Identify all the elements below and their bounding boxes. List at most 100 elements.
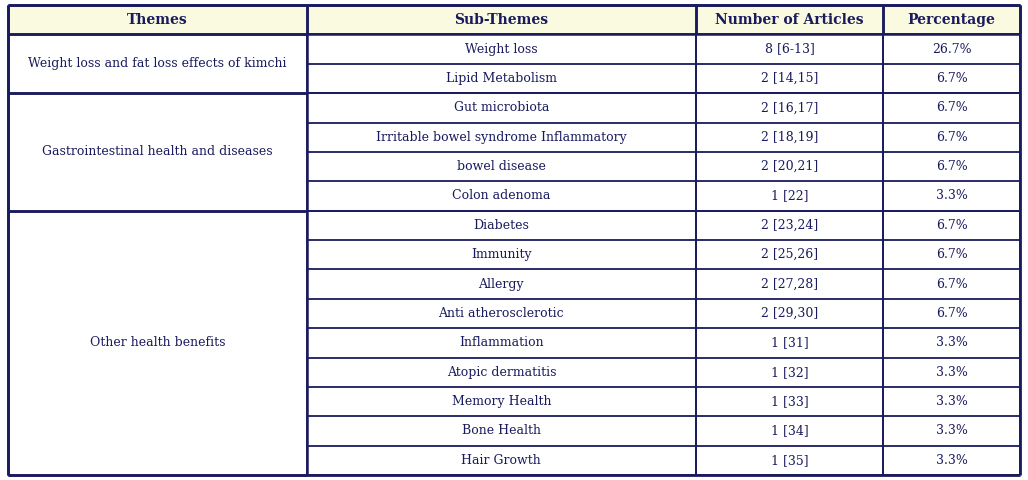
Text: 2 [23,24]: 2 [23,24] <box>761 219 818 232</box>
Bar <box>696 211 883 240</box>
Bar <box>306 122 696 152</box>
Text: Colon adenoma: Colon adenoma <box>452 190 551 203</box>
Bar <box>696 240 883 269</box>
Bar <box>883 299 1020 328</box>
Text: 1 [32]: 1 [32] <box>771 366 809 379</box>
Text: Atopic dermatitis: Atopic dermatitis <box>446 366 556 379</box>
Bar <box>306 387 696 416</box>
Text: 6.7%: 6.7% <box>935 277 967 290</box>
Bar <box>883 5 1020 35</box>
Text: Diabetes: Diabetes <box>474 219 529 232</box>
Text: Sub-Themes: Sub-Themes <box>454 12 548 27</box>
Text: Anti atherosclerotic: Anti atherosclerotic <box>439 307 564 320</box>
Text: Percentage: Percentage <box>908 12 996 27</box>
Bar <box>883 35 1020 64</box>
Text: 6.7%: 6.7% <box>935 160 967 173</box>
Bar <box>696 35 883 64</box>
Bar <box>8 211 306 475</box>
Text: bowel disease: bowel disease <box>456 160 546 173</box>
Bar <box>306 299 696 328</box>
Bar <box>8 35 306 93</box>
Bar <box>883 358 1020 387</box>
Bar <box>306 93 696 122</box>
Bar <box>696 5 883 35</box>
Text: 3.3%: 3.3% <box>935 395 967 408</box>
Text: 6.7%: 6.7% <box>935 72 967 85</box>
Bar <box>306 328 696 358</box>
Bar <box>696 152 883 181</box>
Text: Themes: Themes <box>126 12 188 27</box>
Bar <box>696 122 883 152</box>
Bar <box>883 93 1020 122</box>
Text: Bone Health: Bone Health <box>462 424 541 437</box>
Text: Other health benefits: Other health benefits <box>89 336 225 349</box>
Bar <box>306 211 696 240</box>
Bar <box>696 64 883 93</box>
Bar <box>883 328 1020 358</box>
Bar <box>306 5 696 35</box>
Text: 6.7%: 6.7% <box>935 219 967 232</box>
Bar <box>8 5 306 35</box>
Text: 1 [34]: 1 [34] <box>771 424 809 437</box>
Text: 3.3%: 3.3% <box>935 366 967 379</box>
Bar <box>696 181 883 211</box>
Bar <box>696 93 883 122</box>
Text: 6.7%: 6.7% <box>935 101 967 114</box>
Text: 2 [20,21]: 2 [20,21] <box>761 160 818 173</box>
Text: 2 [16,17]: 2 [16,17] <box>761 101 818 114</box>
Text: 2 [18,19]: 2 [18,19] <box>761 131 818 144</box>
Bar <box>696 328 883 358</box>
Bar <box>306 35 696 64</box>
Bar <box>883 211 1020 240</box>
Text: Weight loss: Weight loss <box>465 43 538 56</box>
Bar <box>696 445 883 475</box>
Text: 3.3%: 3.3% <box>935 190 967 203</box>
Text: 1 [35]: 1 [35] <box>771 454 809 467</box>
Text: 3.3%: 3.3% <box>935 336 967 349</box>
Text: Hair Growth: Hair Growth <box>462 454 541 467</box>
Bar <box>696 269 883 299</box>
Text: 1 [31]: 1 [31] <box>771 336 809 349</box>
Bar <box>306 269 696 299</box>
Text: 2 [25,26]: 2 [25,26] <box>761 248 818 261</box>
Text: 3.3%: 3.3% <box>935 454 967 467</box>
Text: Irritable bowel syndrome Inflammatory: Irritable bowel syndrome Inflammatory <box>376 131 627 144</box>
Text: Allergy: Allergy <box>479 277 524 290</box>
Text: 6.7%: 6.7% <box>935 131 967 144</box>
Bar <box>883 152 1020 181</box>
Bar <box>883 64 1020 93</box>
Bar <box>306 445 696 475</box>
Text: 2 [14,15]: 2 [14,15] <box>761 72 818 85</box>
Bar <box>883 269 1020 299</box>
Bar <box>696 299 883 328</box>
Text: Gut microbiota: Gut microbiota <box>453 101 549 114</box>
Text: Number of Articles: Number of Articles <box>715 12 865 27</box>
Text: 1 [33]: 1 [33] <box>771 395 809 408</box>
Bar <box>883 387 1020 416</box>
Bar <box>696 416 883 445</box>
Text: 6.7%: 6.7% <box>935 307 967 320</box>
Text: Inflammation: Inflammation <box>460 336 544 349</box>
Text: 26.7%: 26.7% <box>931 43 971 56</box>
Text: 3.3%: 3.3% <box>935 424 967 437</box>
Bar <box>696 387 883 416</box>
Bar <box>306 416 696 445</box>
Text: Immunity: Immunity <box>471 248 531 261</box>
Text: Weight loss and fat loss effects of kimchi: Weight loss and fat loss effects of kimc… <box>28 57 287 70</box>
Bar <box>8 93 306 211</box>
Text: 2 [27,28]: 2 [27,28] <box>761 277 818 290</box>
Bar <box>306 152 696 181</box>
Bar <box>883 416 1020 445</box>
Bar <box>306 358 696 387</box>
Text: 8 [6-13]: 8 [6-13] <box>765 43 815 56</box>
Bar <box>696 358 883 387</box>
Text: 6.7%: 6.7% <box>935 248 967 261</box>
Text: Gastrointestinal health and diseases: Gastrointestinal health and diseases <box>42 145 272 158</box>
Text: Memory Health: Memory Health <box>451 395 551 408</box>
Text: Lipid Metabolism: Lipid Metabolism <box>446 72 557 85</box>
Bar <box>883 240 1020 269</box>
Bar <box>883 122 1020 152</box>
Bar <box>883 181 1020 211</box>
Bar <box>306 181 696 211</box>
Text: 2 [29,30]: 2 [29,30] <box>761 307 818 320</box>
